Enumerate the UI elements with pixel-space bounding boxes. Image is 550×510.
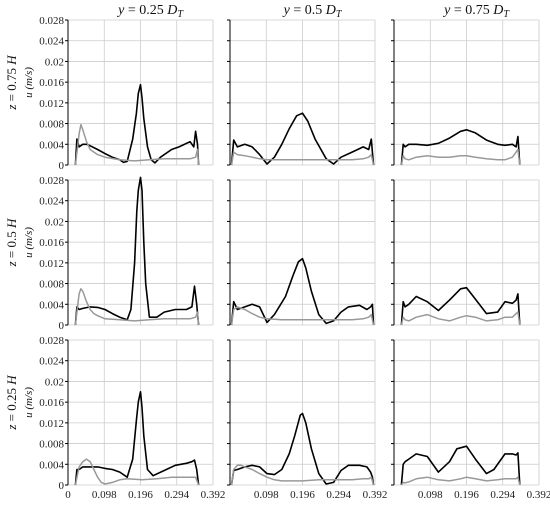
y-tick-label: 0.008	[39, 279, 64, 291]
series-line-gray	[400, 476, 521, 486]
y-tick-label: 0.008	[39, 439, 64, 451]
x-tick-label: 0.098	[418, 489, 443, 501]
y-axis-unit-label: u (m/s)	[23, 387, 35, 418]
y-tick-label: 0.02	[45, 376, 64, 388]
y-tick-label: 0.024	[39, 196, 64, 208]
column-title: y = 0.5 DT	[282, 3, 343, 20]
y-tick-label: 0.02	[45, 56, 64, 68]
x-tick-label: 0.294	[326, 489, 351, 501]
row-title: z = 0.5 H	[4, 218, 19, 267]
y-tick-label: 0.016	[39, 397, 64, 409]
series-line-gray	[400, 148, 521, 166]
series-line-black	[230, 112, 375, 166]
y-tick-label: 0.016	[39, 237, 64, 249]
series-line-black	[400, 286, 521, 326]
y-tick-label: 0.008	[39, 119, 64, 131]
y-tick-label: 0.004	[39, 139, 64, 151]
x-tick-label: 0.294	[490, 489, 515, 501]
x-tick-label: 0.392	[363, 489, 388, 501]
series-line-black	[400, 445, 521, 486]
y-tick-label: 0	[59, 320, 65, 332]
y-tick-label: 0	[59, 160, 65, 172]
column-title: y = 0.25 DT	[116, 3, 184, 20]
series-line-gray	[400, 311, 521, 326]
y-tick-label: 0.012	[39, 418, 64, 430]
series-line-gray	[230, 464, 375, 486]
y-tick-label: 0.004	[39, 299, 64, 311]
x-tick-label: 0.098	[254, 489, 279, 501]
y-tick-label: 0.016	[39, 77, 64, 89]
y-tick-label: 0	[59, 480, 65, 492]
y-tick-label: 0.028	[39, 15, 64, 27]
series-line-black	[74, 390, 200, 486]
series-line-black	[74, 176, 200, 326]
series-line-black	[230, 412, 375, 486]
x-tick-label: 0.196	[290, 489, 315, 501]
x-tick-label: 0.196	[128, 489, 153, 501]
series-line-gray	[74, 123, 200, 166]
x-tick-label: 0.294	[164, 489, 189, 501]
y-tick-label: 0.028	[39, 335, 64, 347]
y-tick-label: 0.024	[39, 356, 64, 368]
series-line-gray	[74, 288, 200, 326]
row-title: z = 0.25 H	[4, 375, 19, 431]
x-tick-label: 0.098	[92, 489, 117, 501]
y-tick-label: 0.028	[39, 175, 64, 187]
y-axis-unit-label: u (m/s)	[23, 67, 35, 98]
x-tick-label: 0	[65, 489, 71, 501]
row-title: z = 0.75 H	[4, 55, 19, 111]
series-line-black	[230, 257, 375, 326]
series-line-black	[400, 129, 521, 166]
y-tick-label: 0.024	[39, 36, 64, 48]
y-tick-label: 0.02	[45, 216, 64, 228]
y-tick-label: 0.012	[39, 258, 64, 270]
y-tick-label: 0.012	[39, 98, 64, 110]
x-tick-label: 0.392	[527, 489, 550, 501]
series-line-gray	[230, 151, 375, 166]
series-line-gray	[230, 306, 375, 326]
column-title: y = 0.75 DT	[442, 3, 510, 20]
x-tick-label: 0.392	[201, 489, 226, 501]
y-tick-label: 0.004	[39, 459, 64, 471]
x-tick-label: 0.196	[454, 489, 479, 501]
series-line-gray	[74, 458, 200, 486]
y-axis-unit-label: u (m/s)	[23, 227, 35, 258]
